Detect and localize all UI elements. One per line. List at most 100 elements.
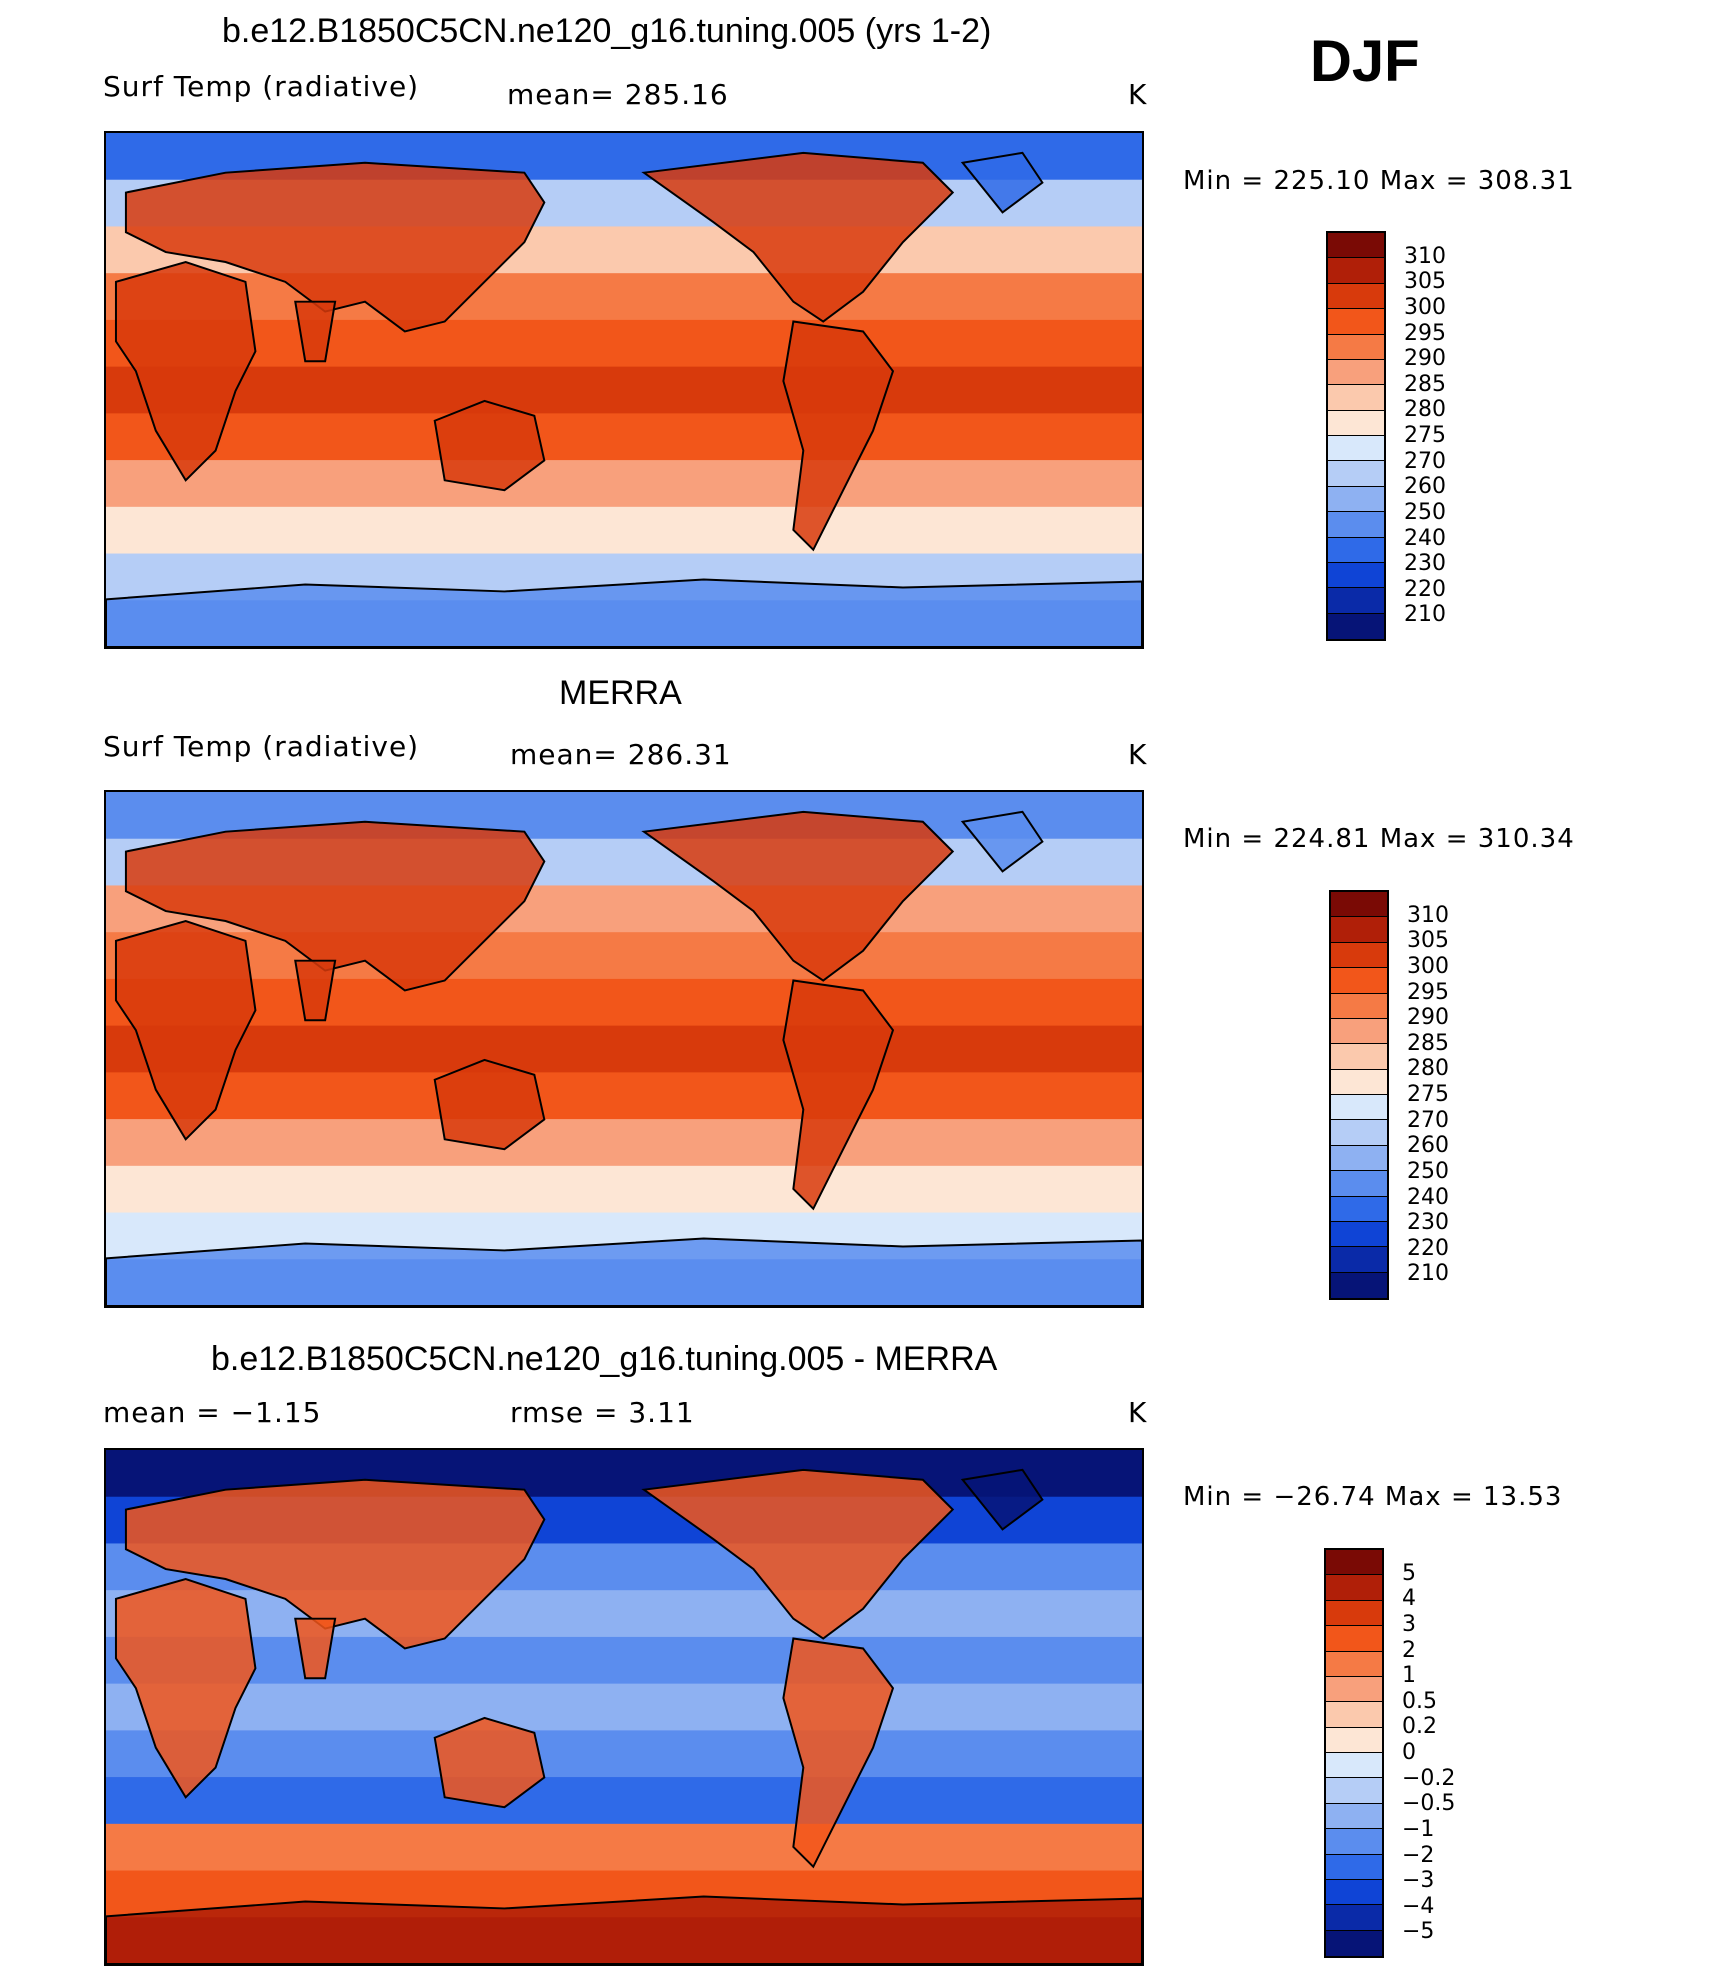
- panel-2-mean: mean= 286.31: [510, 738, 732, 771]
- latitude-band: [106, 1730, 1142, 1779]
- colorbar-tick-label: 5: [1402, 1560, 1416, 1586]
- colorbar-tick-label: 310: [1407, 902, 1449, 928]
- colorbar-tick-label: 220: [1407, 1235, 1449, 1261]
- continent-outline: [124, 820, 546, 992]
- colorbar-swatch: [1328, 613, 1384, 639]
- panel-2-minmax: Min = 224.81 Max = 310.34: [1183, 824, 1575, 854]
- continent-outline: [114, 919, 257, 1141]
- panel-1-units: K: [1128, 78, 1148, 111]
- continent-outline: [294, 1617, 337, 1680]
- latitude-band: [106, 319, 1142, 368]
- colorbar-tick-label: −5: [1402, 1919, 1435, 1945]
- colorbar-tick-label: 275: [1404, 423, 1446, 448]
- colorbar-tick-label: 285: [1407, 1030, 1449, 1056]
- difference-surface-temperature-map: [106, 1450, 1142, 1964]
- latitude-band: [106, 1823, 1142, 1872]
- panel-3-minmax: Min = −26.74 Max = 13.53: [1183, 1482, 1563, 1512]
- colorbar-swatch: [1328, 309, 1384, 335]
- colorbar-swatch: [1328, 461, 1384, 487]
- colorbar-swatch: [1331, 942, 1387, 969]
- colorbar-swatch: [1331, 1272, 1387, 1298]
- panel-3-title: b.e12.B1850C5CN.ne120_g16.tuning.005 - M…: [211, 1340, 998, 1378]
- colorbar-tick-label: 270: [1404, 448, 1446, 474]
- continent-outline: [433, 399, 546, 492]
- colorbar-tick-label: 210: [1404, 602, 1446, 628]
- continent-outline: [433, 1716, 546, 1809]
- colorbar-swatch: [1331, 993, 1387, 1019]
- panel-3-colorbar: [1324, 1548, 1384, 1958]
- colorbar-swatch: [1326, 1676, 1382, 1703]
- colorbar-tick-label: 310: [1404, 243, 1446, 269]
- colorbar-tick-label: 300: [1404, 294, 1446, 320]
- panel-1-field-label: Surf Temp (radiative): [103, 70, 420, 103]
- continent-outline: [124, 161, 546, 333]
- panel-2-title: MERRA: [559, 674, 682, 712]
- continent-outline: [294, 300, 337, 363]
- colorbar-swatch: [1326, 1550, 1382, 1576]
- continent-outline: [960, 151, 1044, 214]
- continent-outline: [106, 1895, 1142, 1964]
- colorbar-tick-label: 230: [1407, 1210, 1449, 1236]
- latitude-band: [106, 1025, 1142, 1074]
- colorbar-swatch: [1326, 1626, 1382, 1652]
- colorbar-swatch: [1328, 562, 1384, 589]
- latitude-band: [106, 1119, 1142, 1167]
- latitude-band: [106, 978, 1142, 1027]
- colorbar-swatch: [1328, 537, 1384, 563]
- colorbar-tick-label: 285: [1404, 371, 1446, 397]
- colorbar-tick-label: 250: [1404, 499, 1446, 525]
- colorbar-tick-label: 260: [1407, 1133, 1449, 1159]
- panel-1-map: [104, 131, 1144, 649]
- colorbar-tick-label: 270: [1407, 1107, 1449, 1133]
- colorbar-tick-label: 295: [1407, 979, 1449, 1005]
- colorbar-swatch: [1326, 1575, 1382, 1601]
- colorbar-swatch: [1331, 1196, 1387, 1222]
- colorbar-tick-label: 0: [1402, 1740, 1416, 1765]
- colorbar-swatch: [1331, 1145, 1387, 1172]
- colorbar-swatch: [1328, 410, 1384, 436]
- continent-outline: [960, 810, 1044, 873]
- latitude-band: [106, 273, 1142, 321]
- colorbar-tick-label: −1: [1402, 1816, 1435, 1842]
- latitude-band: [106, 1590, 1142, 1638]
- colorbar-tick-label: 280: [1407, 1056, 1449, 1082]
- colorbar-swatch: [1331, 892, 1387, 918]
- panel-3-units: K: [1128, 1396, 1148, 1429]
- latitude-band: [106, 366, 1142, 415]
- panel-3-mean: mean = −1.15: [103, 1396, 322, 1429]
- latitude-band: [106, 1072, 1142, 1121]
- colorbar-tick-label: 290: [1404, 346, 1446, 372]
- continent-outline: [124, 1478, 546, 1650]
- continent-outline: [641, 810, 955, 982]
- latitude-band: [106, 460, 1142, 508]
- colorbar-tick-label: 3: [1402, 1611, 1416, 1637]
- colorbar-swatch: [1331, 1247, 1387, 1273]
- colorbar-swatch: [1326, 1702, 1382, 1728]
- colorbar-swatch: [1328, 334, 1384, 360]
- colorbar-tick-label: 300: [1407, 953, 1449, 979]
- continent-outline: [114, 260, 257, 482]
- panel-2-units: K: [1128, 738, 1148, 771]
- colorbar-tick-label: 4: [1402, 1586, 1416, 1612]
- colorbar-swatch: [1331, 1095, 1387, 1121]
- colorbar-swatch: [1328, 385, 1384, 411]
- colorbar-tick-label: 220: [1404, 576, 1446, 602]
- season-label: DJF: [1310, 29, 1420, 94]
- colorbar-tick-label: 240: [1404, 525, 1446, 551]
- latitude-band: [106, 506, 1142, 555]
- colorbar-tick-label: 0.5: [1402, 1688, 1437, 1714]
- panel-1-title: b.e12.B1850C5CN.ne120_g16.tuning.005 (yr…: [222, 12, 992, 50]
- colorbar-swatch: [1328, 359, 1384, 386]
- continent-outline: [782, 320, 895, 552]
- panel-1-mean: mean= 285.16: [507, 78, 729, 111]
- colorbar-swatch: [1328, 436, 1384, 462]
- colorbar-tick-label: −2: [1402, 1842, 1435, 1868]
- colorbar-swatch: [1326, 1930, 1382, 1956]
- colorbar-swatch: [1331, 1221, 1387, 1248]
- colorbar-swatch: [1326, 1778, 1382, 1804]
- colorbar-tick-label: 280: [1404, 397, 1446, 423]
- continent-outline: [106, 578, 1142, 647]
- continent-outline: [433, 1058, 546, 1151]
- continent-outline: [782, 979, 895, 1211]
- colorbar-swatch: [1331, 1044, 1387, 1070]
